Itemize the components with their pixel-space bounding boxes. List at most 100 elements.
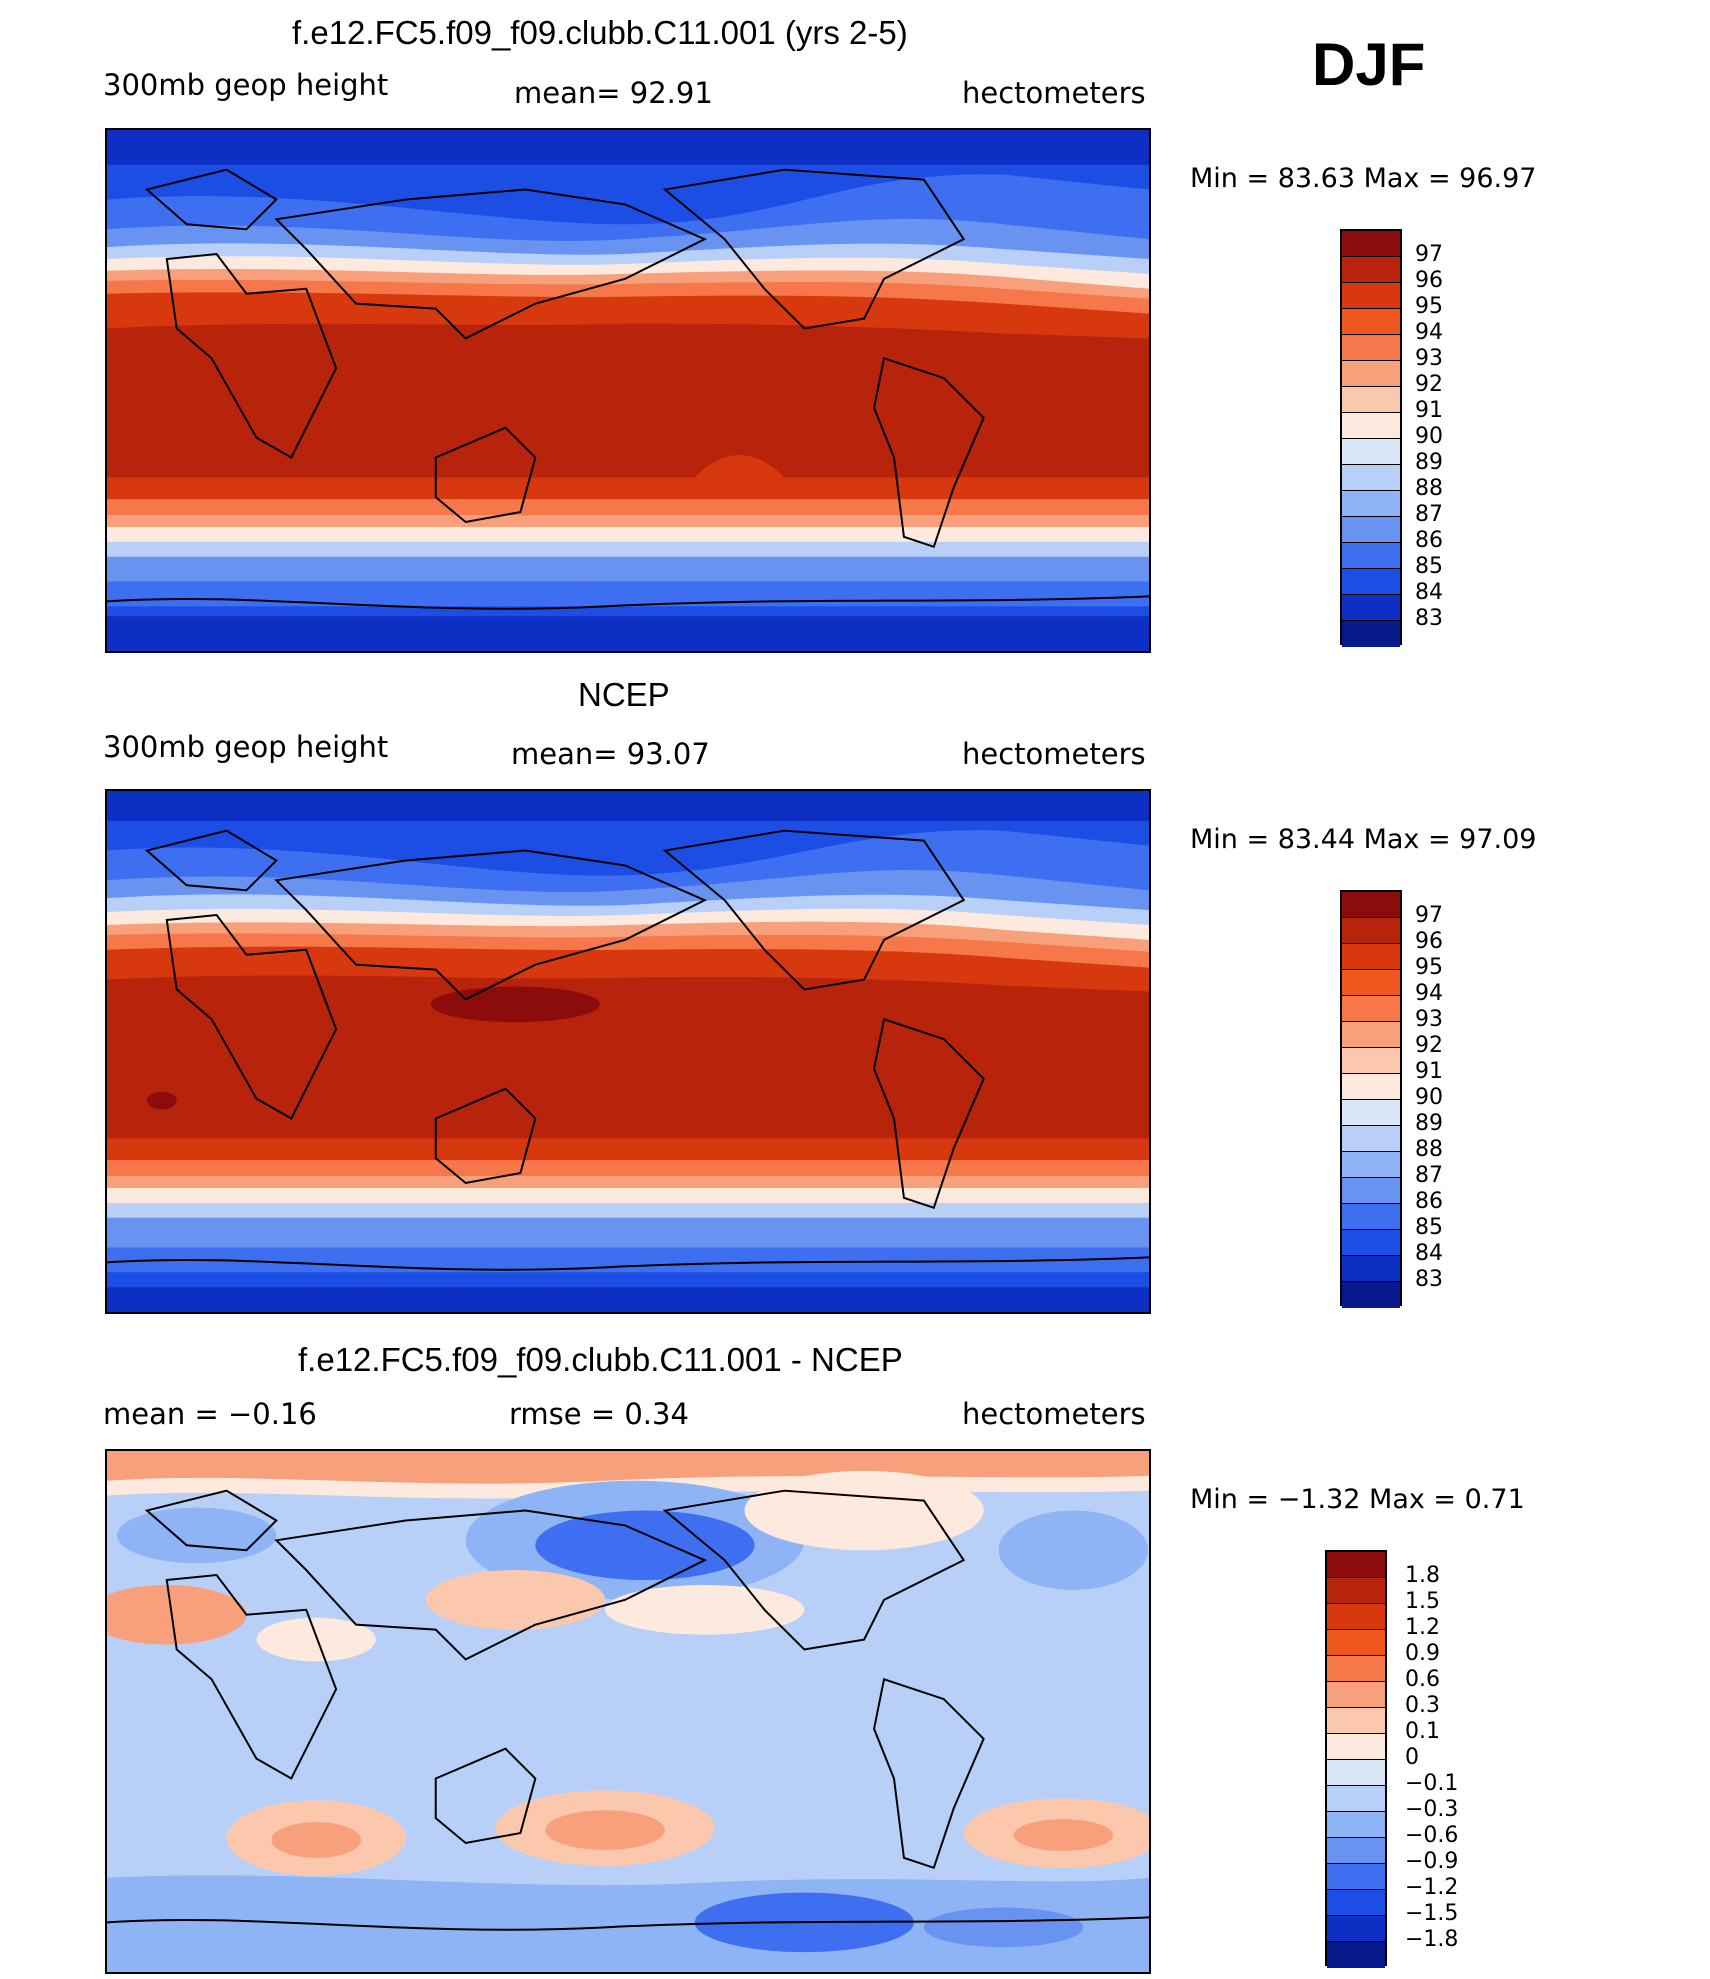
colorbar-tick-label: 0 [1405,1745,1419,1770]
colorbar-tick-label: −1.8 [1405,1927,1459,1952]
colorbar-tick-label: 83 [1415,1267,1443,1292]
colorbar-tick-label: 0.9 [1405,1641,1440,1666]
colorbar-swatch [1342,439,1400,465]
colorbar-tick-label: 92 [1415,372,1443,397]
colorbar-tick-label: −0.3 [1405,1797,1459,1822]
panel1-units-label: hectometers [962,76,1146,110]
colorbar-tick-label: 92 [1415,1033,1443,1058]
colorbar-swatch [1342,1204,1400,1230]
colorbar-swatch [1342,1230,1400,1256]
colorbar-tick-label: 0.3 [1405,1693,1440,1718]
panel2-units-label: hectometers [962,737,1146,771]
colorbar-tick-label: 1.5 [1405,1589,1440,1614]
colorbar-tick-label: 96 [1415,268,1443,293]
panel1-mean-label: mean= 92.91 [514,76,713,110]
colorbar-tick-label: 87 [1415,502,1443,527]
colorbar-tick-label: 87 [1415,1163,1443,1188]
colorbar-tick-label: 97 [1415,903,1443,928]
panel3-mean-label: mean = −0.16 [103,1397,317,1431]
colorbar-tick-label: 95 [1415,294,1443,319]
colorbar-swatch [1327,1734,1385,1760]
colorbar-tick-label: 93 [1415,346,1443,371]
colorbar-swatch [1342,996,1400,1022]
colorbar-swatch [1342,1256,1400,1282]
colorbar-tick-label: 90 [1415,424,1443,449]
colorbar-swatch [1342,1126,1400,1152]
colorbar-swatch [1327,1890,1385,1916]
panel1-colorbar [1340,229,1402,647]
panel2-mean-label: mean= 93.07 [511,737,710,771]
colorbar-tick-label: 96 [1415,929,1443,954]
colorbar-swatch [1342,1100,1400,1126]
colorbar-swatch [1342,1282,1400,1308]
colorbar-swatch [1327,1604,1385,1630]
colorbar-swatch [1327,1656,1385,1682]
colorbar-swatch [1342,1022,1400,1048]
colorbar-swatch [1342,387,1400,413]
panel1-minmax: Min = 83.63 Max = 96.97 [1190,163,1537,194]
colorbar-swatch [1327,1916,1385,1942]
panel3-map [105,1449,1151,1974]
colorbar-swatch [1342,465,1400,491]
colorbar-swatch [1342,491,1400,517]
colorbar-tick-label: 88 [1415,1137,1443,1162]
colorbar-swatch [1327,1838,1385,1864]
colorbar-tick-label: 94 [1415,320,1443,345]
colorbar-swatch [1342,1074,1400,1100]
colorbar-tick-label: 97 [1415,242,1443,267]
colorbar-swatch [1342,918,1400,944]
panel3-units-label: hectometers [962,1397,1146,1431]
colorbar-swatch [1342,1178,1400,1204]
colorbar-tick-label: −1.2 [1405,1875,1459,1900]
colorbar-swatch [1342,517,1400,543]
colorbar-tick-label: 83 [1415,606,1443,631]
panel1-variable-label: 300mb geop height [103,68,389,102]
colorbar-tick-label: 85 [1415,1215,1443,1240]
colorbar-swatch [1342,621,1400,647]
colorbar-tick-label: 89 [1415,450,1443,475]
colorbar-swatch [1327,1812,1385,1838]
colorbar-swatch [1342,892,1400,918]
panel3-title: f.e12.FC5.f09_f09.clubb.C11.001 - NCEP [298,1341,903,1378]
colorbar-swatch [1327,1552,1385,1578]
colorbar-tick-label: −1.5 [1405,1901,1459,1926]
panel3-minmax: Min = −1.32 Max = 0.71 [1190,1484,1525,1515]
colorbar-swatch [1342,1048,1400,1074]
colorbar-tick-label: 1.2 [1405,1615,1440,1640]
colorbar-tick-label: 0.6 [1405,1667,1440,1692]
colorbar-tick-label: 94 [1415,981,1443,1006]
colorbar-tick-label: 0.1 [1405,1719,1440,1744]
colorbar-swatch [1342,361,1400,387]
colorbar-swatch [1327,1760,1385,1786]
colorbar-tick-label: 86 [1415,528,1443,553]
colorbar-tick-label: 86 [1415,1189,1443,1214]
colorbar-swatch [1342,283,1400,309]
colorbar-tick-label: 89 [1415,1111,1443,1136]
colorbar-swatch [1342,543,1400,569]
colorbar-tick-label: −0.1 [1405,1771,1459,1796]
colorbar-swatch [1342,257,1400,283]
season-label: DJF [1312,31,1426,98]
colorbar-tick-label: 93 [1415,1007,1443,1032]
colorbar-tick-label: −0.9 [1405,1849,1459,1874]
colorbar-swatch [1327,1682,1385,1708]
colorbar-tick-label: 91 [1415,1059,1443,1084]
colorbar-tick-label: 95 [1415,955,1443,980]
colorbar-tick-label: 90 [1415,1085,1443,1110]
panel1-map [105,128,1151,653]
colorbar-tick-label: 84 [1415,1241,1443,1266]
colorbar-swatch [1342,944,1400,970]
colorbar-swatch [1327,1708,1385,1734]
panel2-title: NCEP [578,676,670,713]
panel2-variable-label: 300mb geop height [103,730,389,764]
colorbar-tick-label: 1.8 [1405,1563,1440,1588]
colorbar-tick-label: 91 [1415,398,1443,423]
colorbar-swatch [1342,595,1400,621]
colorbar-swatch [1342,569,1400,595]
colorbar-swatch [1342,335,1400,361]
colorbar-swatch [1327,1630,1385,1656]
colorbar-tick-label: 84 [1415,580,1443,605]
panel2-map [105,789,1151,1314]
colorbar-swatch [1342,309,1400,335]
colorbar-swatch [1327,1864,1385,1890]
